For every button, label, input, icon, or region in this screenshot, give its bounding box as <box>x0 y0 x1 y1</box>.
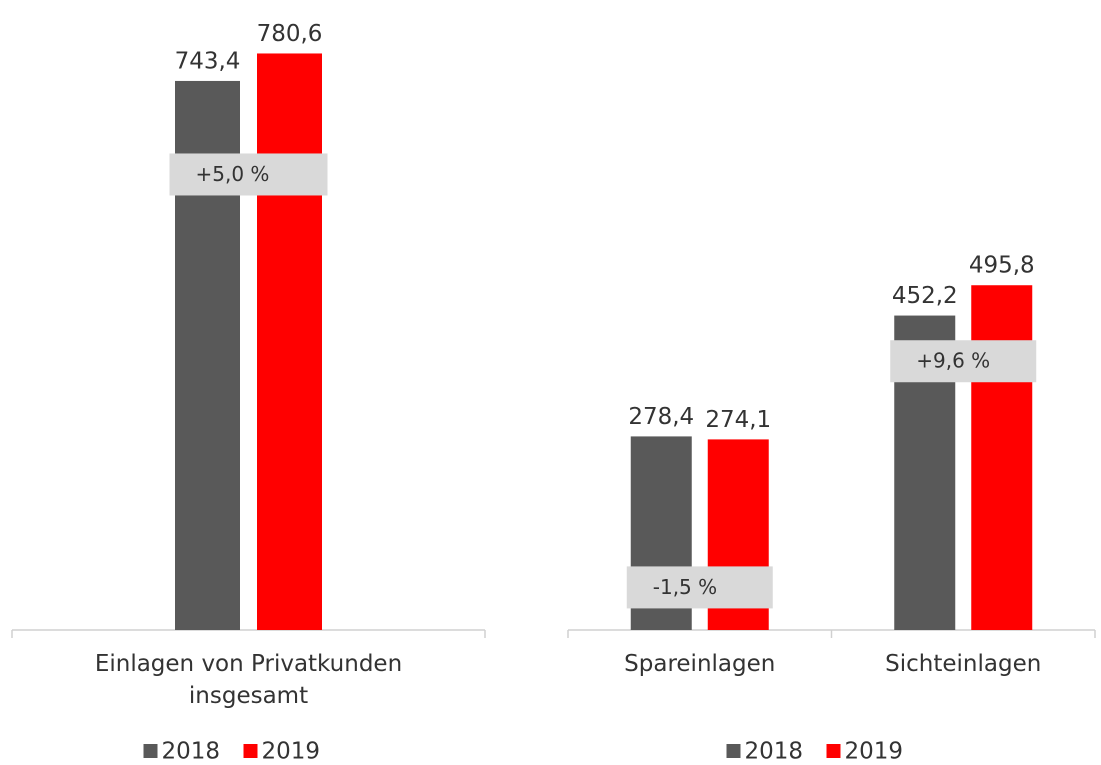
legend-swatch <box>243 744 258 758</box>
data-label: 278,4 <box>628 404 694 430</box>
data-label: 495,8 <box>969 253 1035 279</box>
x-tick-label: Sichteinlagen <box>885 651 1042 677</box>
legend-swatch <box>826 744 841 758</box>
annotation-box <box>626 566 773 609</box>
legend-label: 2018 <box>162 739 221 765</box>
legend-swatch <box>143 744 158 758</box>
data-label: 780,6 <box>257 21 323 47</box>
x-tick-label: Spareinlagen <box>624 651 776 677</box>
annotation: +5,0 % <box>196 162 270 186</box>
annotation-box <box>890 340 1037 383</box>
bar <box>257 53 322 630</box>
data-label: 452,2 <box>892 283 958 309</box>
annotation: +9,6 % <box>916 349 990 373</box>
legend-label: 2019 <box>262 739 321 765</box>
bar <box>971 285 1033 630</box>
x-tick-label: Einlagen von Privatkunden insgesamt <box>94 651 403 709</box>
data-label: 274,1 <box>705 407 771 433</box>
legend-label: 2018 <box>745 739 804 765</box>
annotation: -1,5 % <box>653 575 717 599</box>
legend-swatch <box>726 744 741 758</box>
data-label: 743,4 <box>175 48 241 74</box>
annotation-box <box>169 153 328 196</box>
legend-label: 2019 <box>845 739 904 765</box>
